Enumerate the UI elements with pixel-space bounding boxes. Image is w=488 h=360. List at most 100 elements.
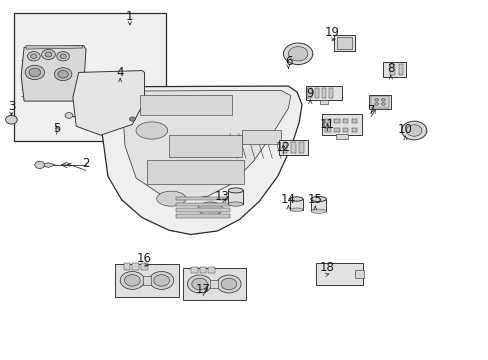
- Bar: [123, 263, 130, 270]
- Bar: [143, 276, 151, 285]
- Circle shape: [381, 103, 385, 105]
- Ellipse shape: [310, 209, 326, 213]
- Bar: [342, 129, 347, 132]
- Circle shape: [191, 278, 207, 290]
- Circle shape: [283, 43, 312, 64]
- Text: 13: 13: [215, 190, 229, 203]
- Ellipse shape: [290, 208, 303, 212]
- Circle shape: [5, 116, 17, 124]
- Bar: [168, 135, 242, 157]
- Text: 15: 15: [307, 193, 322, 206]
- Bar: [333, 36, 354, 50]
- Bar: [176, 203, 229, 206]
- Bar: [290, 142, 295, 153]
- Ellipse shape: [228, 202, 243, 206]
- Bar: [325, 120, 330, 123]
- Circle shape: [406, 125, 421, 136]
- Circle shape: [288, 46, 307, 61]
- Text: 8: 8: [386, 62, 394, 75]
- Bar: [278, 140, 307, 155]
- Bar: [321, 88, 326, 98]
- Polygon shape: [40, 163, 55, 167]
- Bar: [190, 267, 197, 273]
- Bar: [290, 199, 303, 210]
- Text: 4: 4: [116, 66, 123, 79]
- Bar: [176, 214, 229, 218]
- Text: 1: 1: [126, 10, 133, 23]
- Circle shape: [65, 113, 73, 118]
- Ellipse shape: [157, 191, 185, 206]
- Bar: [368, 95, 390, 109]
- Circle shape: [221, 278, 236, 290]
- Polygon shape: [102, 86, 302, 234]
- Circle shape: [374, 98, 378, 101]
- Bar: [115, 264, 178, 297]
- Bar: [336, 37, 351, 49]
- Bar: [199, 267, 206, 273]
- Text: 9: 9: [306, 87, 313, 100]
- Bar: [333, 120, 339, 123]
- Bar: [328, 88, 333, 98]
- Circle shape: [124, 275, 140, 286]
- Text: 7: 7: [367, 104, 374, 117]
- Bar: [282, 142, 287, 153]
- Circle shape: [35, 161, 44, 168]
- Bar: [398, 64, 403, 75]
- Text: 2: 2: [82, 157, 90, 170]
- Text: 14: 14: [280, 193, 295, 206]
- Circle shape: [58, 70, 68, 78]
- Ellipse shape: [228, 188, 243, 193]
- Circle shape: [216, 275, 241, 293]
- Text: 6: 6: [284, 55, 291, 68]
- Ellipse shape: [310, 197, 326, 202]
- Bar: [132, 263, 139, 270]
- Bar: [307, 88, 312, 98]
- Bar: [141, 263, 148, 270]
- Bar: [176, 197, 229, 201]
- Text: 5: 5: [53, 122, 61, 135]
- Bar: [351, 129, 356, 132]
- Bar: [335, 134, 347, 139]
- Bar: [316, 263, 362, 285]
- Bar: [320, 100, 327, 104]
- Circle shape: [54, 68, 72, 81]
- Bar: [299, 142, 304, 153]
- Bar: [333, 129, 339, 132]
- Ellipse shape: [290, 197, 303, 201]
- Ellipse shape: [198, 202, 222, 216]
- Bar: [351, 120, 356, 123]
- Ellipse shape: [136, 122, 167, 139]
- Bar: [14, 13, 165, 140]
- Circle shape: [120, 271, 144, 289]
- Polygon shape: [26, 45, 82, 49]
- Circle shape: [41, 49, 55, 59]
- Bar: [370, 96, 388, 108]
- Bar: [306, 86, 341, 100]
- Circle shape: [149, 271, 173, 289]
- Circle shape: [29, 68, 41, 77]
- Bar: [228, 190, 243, 204]
- Bar: [322, 114, 361, 135]
- Text: 19: 19: [324, 27, 339, 40]
- Circle shape: [381, 98, 385, 101]
- Polygon shape: [122, 90, 290, 200]
- Bar: [314, 88, 319, 98]
- Text: 11: 11: [319, 118, 334, 131]
- Circle shape: [31, 54, 37, 59]
- Bar: [176, 208, 229, 212]
- Circle shape: [57, 51, 69, 61]
- Circle shape: [401, 121, 426, 140]
- Bar: [382, 62, 406, 77]
- Bar: [355, 270, 364, 278]
- Text: 3: 3: [8, 100, 15, 113]
- Circle shape: [25, 65, 44, 80]
- Bar: [210, 280, 218, 288]
- Bar: [182, 268, 245, 300]
- Bar: [342, 120, 347, 123]
- Text: 10: 10: [397, 123, 412, 136]
- Text: 18: 18: [319, 261, 334, 274]
- Circle shape: [27, 51, 40, 61]
- Bar: [389, 64, 394, 75]
- Bar: [147, 160, 244, 184]
- Bar: [310, 199, 326, 211]
